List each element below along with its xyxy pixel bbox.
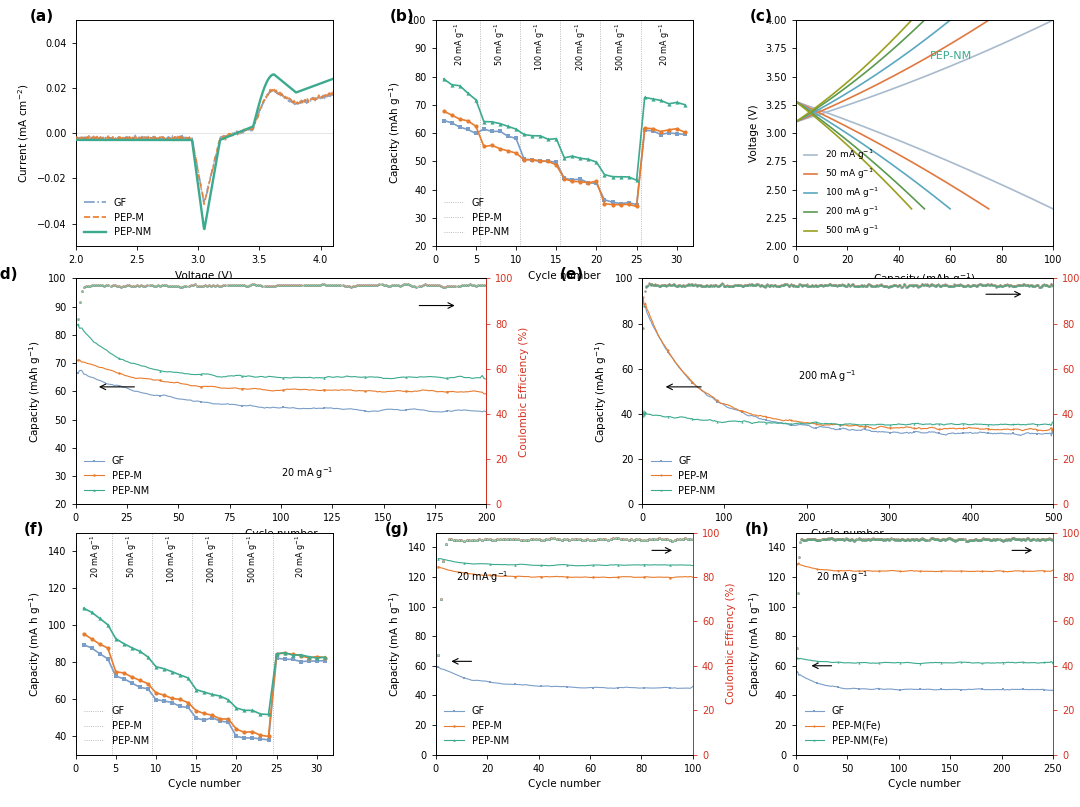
Text: 20 mA g$^{-1}$: 20 mA g$^{-1}$ — [453, 23, 467, 66]
Y-axis label: Coulombic Effiency (%): Coulombic Effiency (%) — [726, 583, 735, 705]
Text: 20 mA g$^{-1}$: 20 mA g$^{-1}$ — [294, 535, 308, 579]
Y-axis label: Coulombic Efficiency (%): Coulombic Efficiency (%) — [519, 326, 529, 457]
Text: 50 mA g$^{-1}$: 50 mA g$^{-1}$ — [124, 535, 139, 579]
Y-axis label: Voltage (V): Voltage (V) — [750, 104, 759, 162]
Legend: 20 mA g$^{-1}$, 50 mA g$^{-1}$, 100 mA g$^{-1}$, 200 mA g$^{-1}$, 500 mA g$^{-1}: 20 mA g$^{-1}$, 50 mA g$^{-1}$, 100 mA g… — [800, 144, 882, 241]
Text: (h): (h) — [744, 521, 769, 537]
X-axis label: Cycle number: Cycle number — [811, 529, 883, 539]
Text: 20 mA g$^{-1}$: 20 mA g$^{-1}$ — [89, 535, 103, 579]
Y-axis label: Current (mA cm$^{-2}$): Current (mA cm$^{-2}$) — [16, 84, 31, 182]
Y-axis label: Capacity (mA h g$^{-1}$): Capacity (mA h g$^{-1}$) — [27, 591, 42, 696]
Legend: GF, PEP-M, PEP-NM: GF, PEP-M, PEP-NM — [81, 194, 154, 241]
Text: 100 mA g$^{-1}$: 100 mA g$^{-1}$ — [165, 535, 179, 583]
Y-axis label: Capacity (mAh g$^{-1}$): Capacity (mAh g$^{-1}$) — [27, 340, 42, 443]
Text: 500 mA g$^{-1}$: 500 mA g$^{-1}$ — [613, 23, 627, 71]
Text: 100 mA g$^{-1}$: 100 mA g$^{-1}$ — [534, 23, 548, 71]
X-axis label: Voltage (V): Voltage (V) — [175, 270, 233, 281]
X-axis label: Cycle number: Cycle number — [528, 270, 600, 281]
Legend: GF, PEP-M, PEP-NM: GF, PEP-M, PEP-NM — [441, 194, 513, 241]
Legend: GF, PEP-M(Fe), PEP-NM(Fe): GF, PEP-M(Fe), PEP-NM(Fe) — [800, 702, 892, 750]
Text: 200 mA g$^{-1}$: 200 mA g$^{-1}$ — [798, 368, 858, 384]
X-axis label: Cycle number: Cycle number — [528, 779, 600, 789]
Text: 20 mA g$^{-1}$: 20 mA g$^{-1}$ — [816, 570, 868, 585]
Legend: GF, PEP-M, PEP-NM: GF, PEP-M, PEP-NM — [441, 702, 513, 750]
Text: 500 mA g$^{-1}$: 500 mA g$^{-1}$ — [245, 535, 259, 583]
Y-axis label: Capacity (mAh g$^{-1}$): Capacity (mAh g$^{-1}$) — [387, 82, 403, 185]
Y-axis label: Capacity (mA h g$^{-1}$): Capacity (mA h g$^{-1}$) — [747, 591, 762, 696]
Text: (f): (f) — [24, 521, 44, 537]
Text: (g): (g) — [384, 521, 408, 537]
Text: 20 mA g$^{-1}$: 20 mA g$^{-1}$ — [456, 570, 509, 585]
Legend: GF, PEP-M, PEP-NM: GF, PEP-M, PEP-NM — [81, 702, 152, 750]
Text: (a): (a) — [29, 9, 53, 24]
Text: 50 mA g$^{-1}$: 50 mA g$^{-1}$ — [492, 23, 508, 66]
Y-axis label: Capacity (mA h g$^{-1}$): Capacity (mA h g$^{-1}$) — [387, 591, 403, 696]
X-axis label: Cycle number: Cycle number — [167, 779, 241, 789]
Text: PEP-NM: PEP-NM — [930, 51, 972, 61]
Text: 200 mA g$^{-1}$: 200 mA g$^{-1}$ — [205, 535, 219, 583]
X-axis label: Capacity (mAh g$^{-1}$): Capacity (mAh g$^{-1}$) — [873, 270, 975, 286]
Text: 200 mA g$^{-1}$: 200 mA g$^{-1}$ — [573, 23, 588, 71]
X-axis label: Cycle number: Cycle number — [888, 779, 961, 789]
X-axis label: Cycle number: Cycle number — [245, 529, 318, 539]
Text: (b): (b) — [390, 9, 414, 24]
Legend: GF, PEP-M, PEP-NM: GF, PEP-M, PEP-NM — [81, 452, 152, 500]
Y-axis label: Capacity (mAh g$^{-1}$): Capacity (mAh g$^{-1}$) — [594, 340, 609, 443]
Text: (e): (e) — [561, 267, 584, 282]
Text: 20 mA g$^{-1}$: 20 mA g$^{-1}$ — [658, 23, 672, 66]
Text: (c): (c) — [750, 9, 772, 24]
Text: (d): (d) — [0, 267, 18, 282]
Legend: GF, PEP-M, PEP-NM: GF, PEP-M, PEP-NM — [647, 452, 719, 500]
Text: 20 mA g$^{-1}$: 20 mA g$^{-1}$ — [281, 466, 334, 481]
